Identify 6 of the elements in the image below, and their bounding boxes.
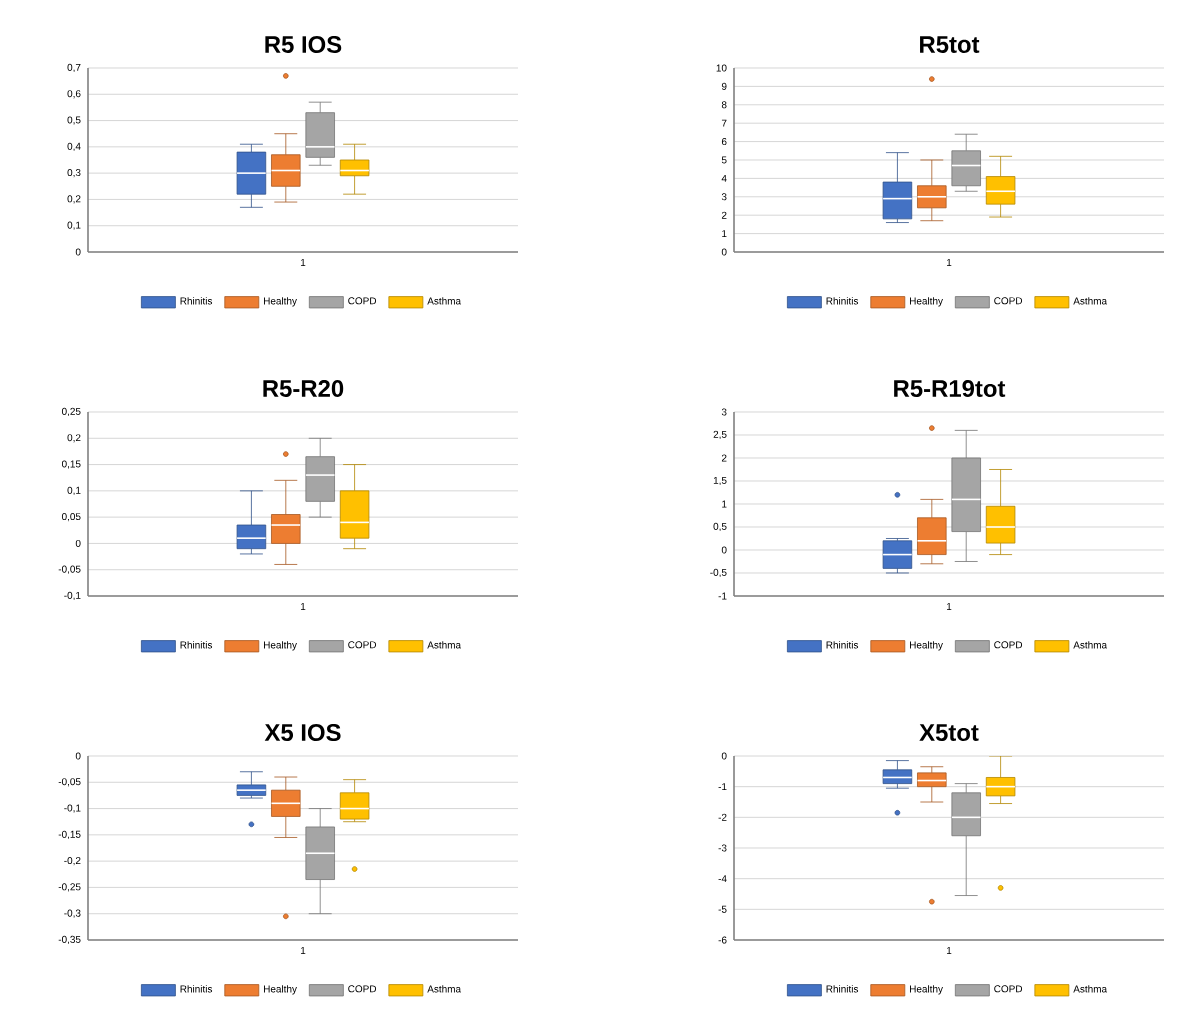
chart-title: R5-R19tot xyxy=(894,380,1006,397)
chart-title: R5 IOS xyxy=(265,36,342,53)
chart-title: X5 IOS xyxy=(264,724,341,741)
chart-title: R5tot xyxy=(920,36,980,53)
chart-title: R5-R20 xyxy=(263,380,344,397)
chart-title: X5tot xyxy=(919,724,979,741)
